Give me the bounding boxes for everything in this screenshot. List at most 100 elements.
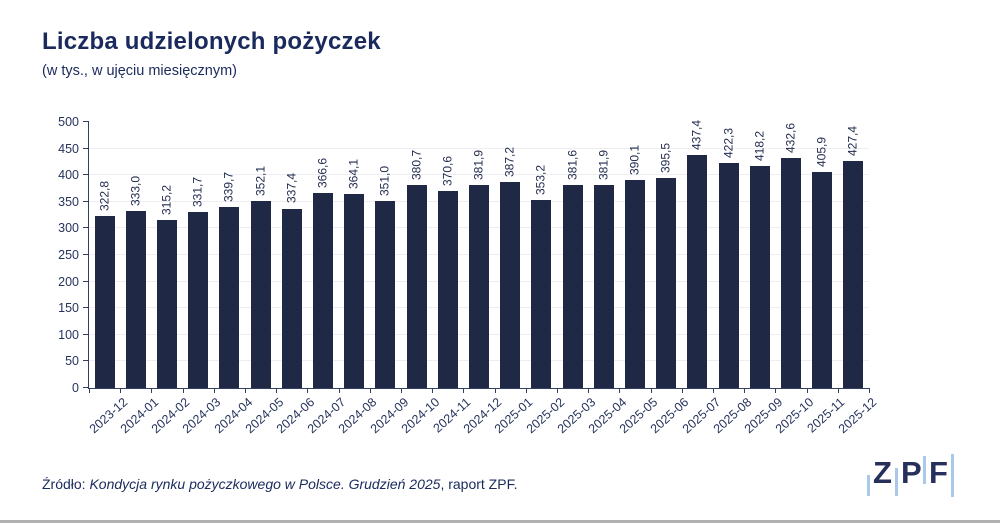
x-axis-tick [869,388,870,393]
bar-value-label: 315,2 [159,185,174,216]
bar [593,184,614,388]
bar-column: 331,7 [183,122,214,388]
bar [312,192,333,388]
x-axis-tick [463,388,465,393]
y-axis-tick [83,333,89,335]
y-tick-label: 150 [58,301,79,316]
x-axis-tick [338,388,340,393]
bar-value-label: 339,7 [221,172,236,203]
x-axis-tick [401,388,402,393]
bar-value-label: 353,2 [533,165,548,196]
bar-column: 364,1 [339,122,370,388]
y-tick-label: 400 [58,168,79,183]
bar [624,180,645,388]
bar-value-label: 366,6 [315,157,330,188]
bar-value-label: 380,7 [409,150,424,181]
bar-value-label: 322,8 [97,181,112,212]
y-axis-tick [83,200,89,202]
x-axis-tick [494,388,496,393]
bar-column: 390,1 [619,122,650,388]
y-axis-tick [83,174,89,176]
y-tick-label: 500 [58,115,79,129]
bar-column: 370,6 [432,122,463,388]
y-axis-tick [83,147,89,149]
logo-bar-icon [867,475,870,496]
source-note: Źródło: Kondycja rynku pożyczkowego w Po… [42,476,517,492]
bar-column: 339,7 [214,122,245,388]
bar [156,220,177,388]
bar-column: 387,2 [495,122,526,388]
y-axis-tick [83,360,89,362]
bar-column: 381,9 [588,122,619,388]
bar [531,200,552,388]
gridline [89,147,869,149]
bar [219,207,240,388]
bar [94,216,115,388]
bar-column: 352,1 [245,122,276,388]
gridline [89,174,869,176]
bar [562,185,583,388]
logo-letter-f: F [929,455,948,490]
bar-column: 405,9 [807,122,838,388]
bar-column: 418,2 [744,122,775,388]
bar-column: 381,9 [463,122,494,388]
bar-value-label: 381,6 [565,149,580,180]
bar [437,190,458,388]
zpf-logo: Z P F [860,452,965,500]
bar-column: 395,5 [651,122,682,388]
bar-column: 380,7 [401,122,432,388]
y-axis-tick [83,307,89,309]
y-tick-label: 50 [65,354,79,369]
bar-value-label: 432,6 [783,122,798,153]
x-axis-tick [744,388,746,393]
x-axis-tick [557,388,558,393]
bar-column: 322,8 [89,122,120,388]
bar-value-label: 390,1 [627,145,642,176]
bar-value-label: 352,1 [253,165,268,196]
bar-value-label: 351,0 [377,166,392,197]
x-axis-tick [276,388,278,393]
bar [468,184,489,388]
bar-column: 315,2 [151,122,182,388]
logo-bar-icon [923,456,926,484]
bar [718,163,739,388]
bar-column: 422,3 [713,122,744,388]
x-axis-tick [806,388,808,393]
x-axis-tick [213,388,215,393]
x-axis-tick [432,388,434,393]
page-title: Liczba udzielonych pożyczek [42,28,381,55]
x-axis-tick [307,388,309,393]
x-axis-tick [837,388,839,393]
bar-chart-plot-area: 0 50 100 150 200 250 300 350 400 450 500 322,8 333,0… [58,115,879,436]
bar-value-label: 364,1 [346,159,361,190]
bar [344,194,365,388]
y-tick-label: 250 [58,248,79,262]
y-tick-label: 300 [58,221,79,236]
y-axis-tick [83,121,89,122]
bar-column: 337,4 [276,122,307,388]
y-axis-tick [83,227,89,229]
x-axis-tick [525,388,527,393]
x-axis-tick [120,388,122,393]
logo-letter-p: P [901,455,922,490]
source-report-title: Kondycja rynku pożyczkowego w Polsce. Gr… [89,476,441,492]
bar [843,160,864,388]
bar-value-label: 418,2 [752,130,767,161]
bar [749,165,770,388]
page-subtitle: (w tys., w ujęciu miesięcznym) [42,63,237,79]
bar-value-label: 333,0 [128,175,143,206]
x-axis-tick [245,388,246,393]
bar-column: 427,4 [838,122,869,388]
x-axis-tick [89,388,90,393]
x-axis-tick [588,388,590,393]
y-tick-label: 350 [58,194,79,209]
y-axis-tick [83,254,89,255]
x-axis-tick [619,388,621,393]
source-prefix: Źródło: [42,476,90,492]
bar-column: 381,6 [557,122,588,388]
bar-value-label: 422,3 [721,128,736,159]
logo-letter-z: Z [873,455,892,490]
bar [687,155,708,388]
bar [125,210,146,388]
